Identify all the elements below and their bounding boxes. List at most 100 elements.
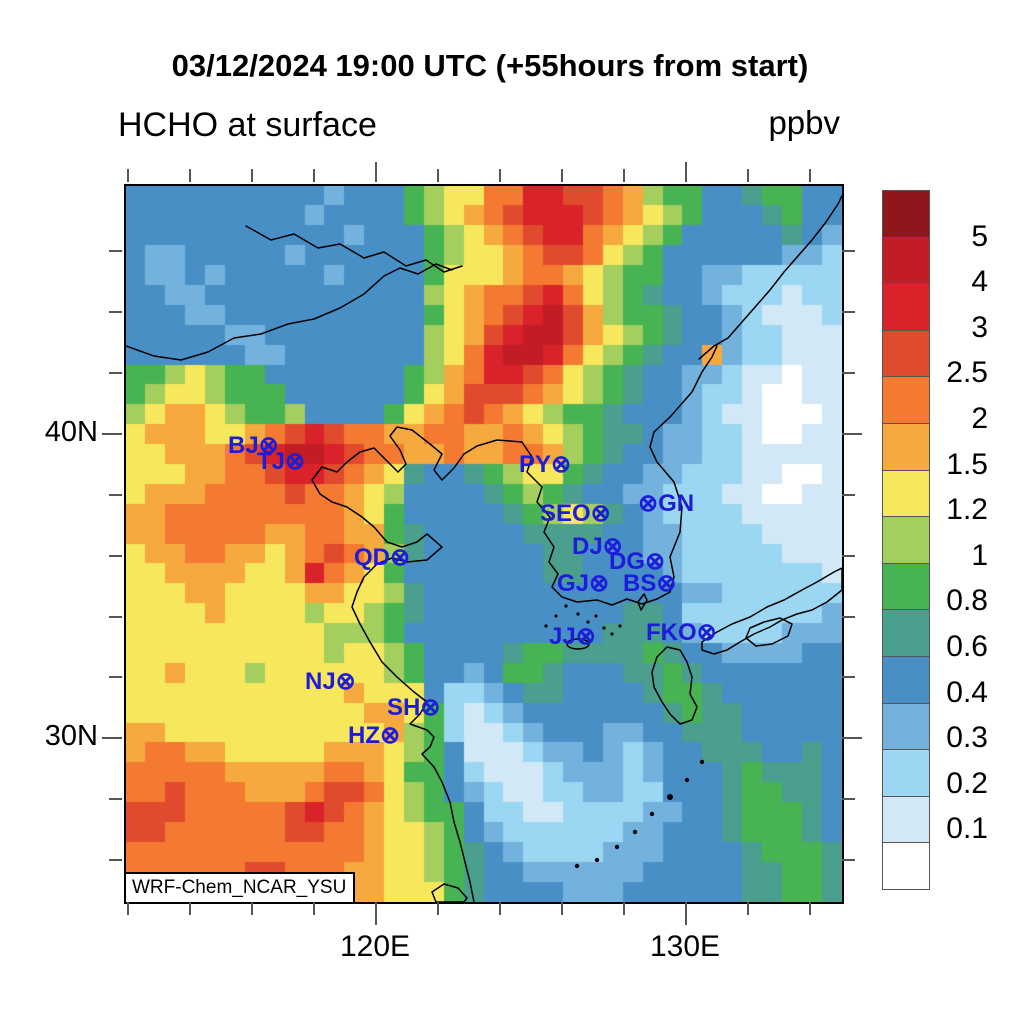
river-sungari (245, 225, 463, 273)
coastline-overlay (126, 195, 842, 902)
axis-tick (842, 250, 855, 252)
colorbar-label-1.2: 1.2 (946, 493, 988, 527)
axis-tick (313, 902, 315, 915)
colorbar-box (882, 655, 930, 704)
island-jeju (566, 638, 590, 650)
city-marker-BS: BS⊗ (623, 570, 677, 597)
colorbar-label-0.3: 0.3 (946, 721, 988, 755)
city-marker-FKO: FKO⊗ (646, 619, 717, 646)
city-marker-QD: QD⊗ (354, 544, 411, 571)
colorbar (882, 190, 930, 890)
colorbar-label-0.4: 0.4 (946, 675, 988, 709)
colorbar-label-0.2: 0.2 (946, 766, 988, 800)
axis-tick (747, 902, 749, 915)
axis-tick (109, 372, 122, 374)
city-marker-SEO: SEO⊗ (540, 500, 611, 527)
colorbar-box (882, 609, 930, 657)
x-axis-label-120E: 120E (339, 930, 411, 963)
coastline-korea (521, 345, 718, 606)
city-marker-NJ: NJ⊗ (305, 668, 356, 695)
colorbar-label-2: 2 (971, 402, 988, 435)
axis-tick (375, 902, 377, 925)
colorbar-box (882, 702, 930, 751)
y-axis-label-40N: 40N (44, 416, 98, 448)
axis-tick (842, 433, 862, 435)
city-marker-JJ: JJ⊗ (549, 623, 596, 650)
axis-tick (623, 169, 625, 182)
axis-tick (685, 162, 687, 182)
heatmap-canvas (126, 186, 842, 902)
coastline-china (311, 426, 523, 902)
colorbar-box (882, 516, 930, 564)
coastline-taiwan (431, 883, 468, 902)
city-marker-BJ: BJ⊗ (228, 432, 279, 459)
coastline-kyushu (651, 646, 698, 725)
axis-tick (102, 433, 122, 435)
axis-tick (102, 737, 122, 739)
axis-tick (842, 676, 855, 678)
city-marker-GJ: GJ⊗ (557, 570, 610, 597)
axis-tick (842, 616, 855, 618)
y-axis-label-30N: 30N (44, 720, 98, 752)
colorbar-box (882, 329, 930, 378)
colorbar-label-3: 3 (971, 310, 988, 344)
axis-tick (561, 902, 563, 915)
city-marker-DG: DG⊗ (609, 548, 666, 575)
axis-tick (127, 902, 129, 915)
axis-tick (109, 494, 122, 496)
axis-tick (437, 169, 439, 182)
axis-tick (109, 616, 122, 618)
coastline-primorye (698, 195, 842, 360)
city-markers-layer: BJ⊗ TJ⊗ PY⊗ ⊗GN SEO⊗ QD⊗ DJ⊗ DG⊗ GJ⊗ BS⊗ JJ⊗ FKO⊗ NJ… (126, 186, 842, 902)
city-marker-SH: SH⊗ (387, 694, 441, 721)
axis-tick (809, 169, 811, 182)
colorbar-box (882, 469, 930, 518)
coastline-honshu (701, 567, 842, 655)
city-marker-GN: ⊗GN (638, 490, 695, 517)
model-watermark: WRF-Chem_NCAR_YSU (124, 872, 356, 904)
axis-tick (109, 311, 122, 313)
axis-tick (842, 372, 855, 374)
colorbar-label-1: 1 (971, 538, 988, 572)
colorbar-box (882, 190, 930, 238)
colorbar-label-5: 5 (971, 219, 988, 253)
axis-tick (499, 902, 501, 915)
axis-tick (109, 859, 122, 861)
axis-tick (189, 169, 191, 182)
axis-tick (251, 169, 253, 182)
city-marker-DJ: DJ⊗ (572, 533, 623, 560)
colorbar-box (882, 283, 930, 331)
city-marker-TJ: TJ⊗ (257, 448, 306, 475)
axis-tick (109, 798, 122, 800)
axis-tick (842, 311, 855, 313)
colorbar-box (882, 236, 930, 285)
city-marker-PY: PY⊗ (519, 451, 572, 478)
figure-title: 03/12/2024 19:00 UTC (+55hours from star… (171, 48, 809, 83)
colorbar-box (882, 795, 930, 844)
colorbar-label-0.8: 0.8 (946, 584, 988, 618)
city-marker-HZ: HZ⊗ (348, 722, 401, 749)
axis-tick (109, 250, 122, 252)
colorbar-box (882, 422, 930, 471)
axis-tick (127, 169, 129, 182)
axis-tick (109, 676, 122, 678)
variable-label: HCHO at surface (118, 106, 377, 144)
colorbar-label-1.5: 1.5 (946, 447, 988, 481)
axis-tick (313, 169, 315, 182)
axis-tick (437, 902, 439, 915)
colorbar-box (882, 749, 930, 797)
axis-tick (623, 902, 625, 915)
axis-tick (251, 902, 253, 915)
colorbar-box (882, 842, 930, 890)
axis-tick (747, 169, 749, 182)
axis-tick (685, 902, 687, 925)
axis-tick (561, 169, 563, 182)
island-dots (544, 604, 705, 869)
colorbar-label-0.1: 0.1 (946, 812, 988, 846)
colorbar-label-0.6: 0.6 (946, 630, 988, 663)
axis-tick (842, 737, 862, 739)
river-amur (126, 263, 453, 361)
axis-tick (842, 859, 855, 861)
axis-tick (842, 798, 855, 800)
